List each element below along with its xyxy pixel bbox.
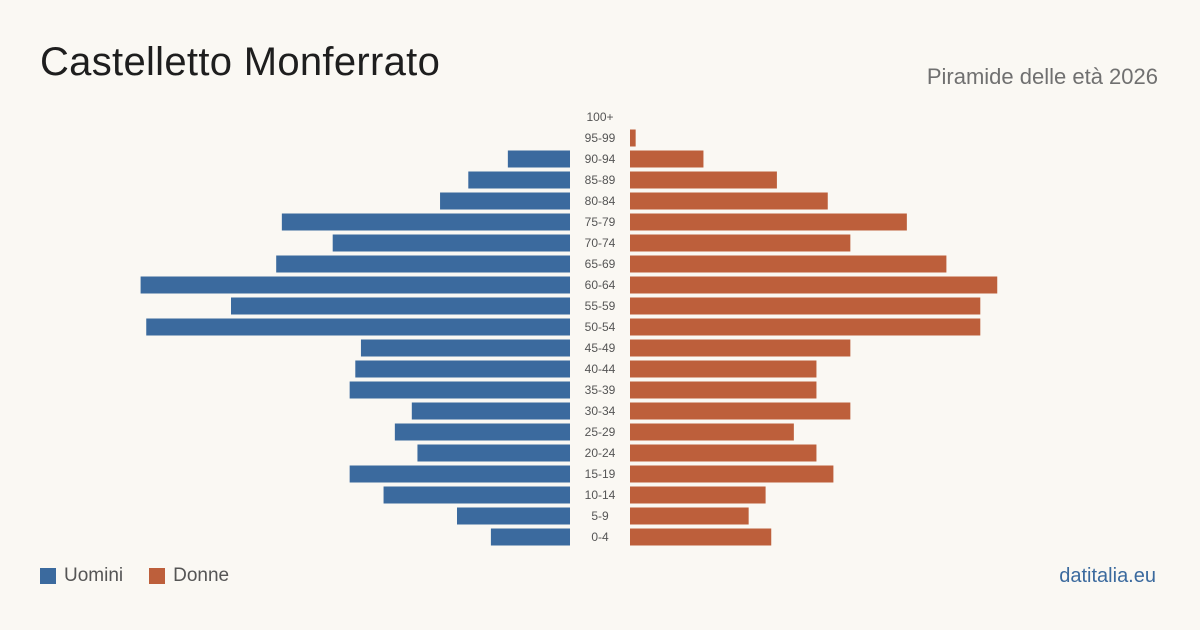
bar-men-85-89 [468, 171, 570, 189]
age-label-0-4: 0-4 [591, 530, 609, 544]
bar-women-60-64 [630, 276, 998, 294]
bar-women-70-74 [630, 234, 851, 252]
bar-men-35-39 [349, 381, 570, 399]
age-label-70-74: 70-74 [585, 236, 616, 250]
bar-women-90-94 [630, 150, 704, 168]
bar-men-45-49 [360, 339, 570, 357]
bar-women-35-39 [630, 381, 817, 399]
age-label-90-94: 90-94 [585, 152, 616, 166]
bar-women-20-24 [630, 444, 817, 462]
bar-men-30-34 [411, 402, 570, 420]
legend-label-men: Uomini [64, 565, 124, 586]
age-label-20-24: 20-24 [585, 446, 616, 460]
page-title: Castelletto Monferrato [40, 40, 441, 84]
bar-women-80-84 [630, 192, 828, 210]
age-label-80-84: 80-84 [585, 194, 616, 208]
bar-women-95-99 [630, 129, 636, 147]
legend-item-women: Donne [149, 565, 229, 587]
age-label-10-14: 10-14 [585, 488, 616, 502]
bar-women-5-9 [630, 507, 749, 525]
legend-item-men: Uomini [40, 565, 123, 587]
bar-women-40-44 [630, 360, 817, 378]
age-label-60-64: 60-64 [585, 278, 616, 292]
age-label-100+: 100+ [586, 110, 613, 124]
age-label-40-44: 40-44 [585, 362, 616, 376]
bar-women-15-19 [630, 465, 834, 483]
legend-label-women: Donne [173, 565, 230, 586]
age-label-25-29: 25-29 [585, 425, 616, 439]
bar-men-15-19 [349, 465, 570, 483]
bar-men-20-24 [417, 444, 570, 462]
bar-men-90-94 [507, 150, 570, 168]
bar-women-10-14 [630, 486, 766, 504]
age-label-45-49: 45-49 [585, 341, 616, 355]
bar-women-75-79 [630, 213, 907, 231]
bar-women-25-29 [630, 423, 794, 441]
bar-men-25-29 [394, 423, 570, 441]
legend: Uomini Donne [40, 565, 255, 587]
age-label-35-39: 35-39 [585, 383, 616, 397]
age-label-55-59: 55-59 [585, 299, 616, 313]
bar-men-50-54 [146, 318, 570, 336]
bar-men-5-9 [457, 507, 570, 525]
bar-men-75-79 [281, 213, 570, 231]
age-label-65-69: 65-69 [585, 257, 616, 271]
chart-subtitle: Piramide delle età 2026 [926, 64, 1158, 89]
bar-men-55-59 [231, 297, 570, 315]
bar-men-80-84 [440, 192, 570, 210]
brand-link[interactable]: datitalia.eu [1059, 565, 1156, 587]
bar-women-65-69 [630, 255, 947, 273]
bar-women-30-34 [630, 402, 851, 420]
bar-women-55-59 [630, 297, 981, 315]
bar-women-45-49 [630, 339, 851, 357]
bar-women-85-89 [630, 171, 777, 189]
age-label-95-99: 95-99 [585, 131, 616, 145]
bar-men-40-44 [355, 360, 570, 378]
age-label-85-89: 85-89 [585, 173, 616, 187]
bar-men-65-69 [276, 255, 570, 273]
bar-men-60-64 [140, 276, 570, 294]
age-label-75-79: 75-79 [585, 215, 616, 229]
bar-men-0-4 [490, 528, 570, 546]
bar-women-50-54 [630, 318, 981, 336]
age-label-15-19: 15-19 [585, 467, 616, 481]
age-label-30-34: 30-34 [585, 404, 616, 418]
bar-men-70-74 [332, 234, 570, 252]
bar-men-10-14 [383, 486, 570, 504]
legend-swatch-men [40, 568, 56, 584]
age-label-50-54: 50-54 [585, 320, 616, 334]
age-label-5-9: 5-9 [591, 509, 609, 523]
legend-swatch-women [149, 568, 166, 584]
bar-women-0-4 [630, 528, 772, 546]
